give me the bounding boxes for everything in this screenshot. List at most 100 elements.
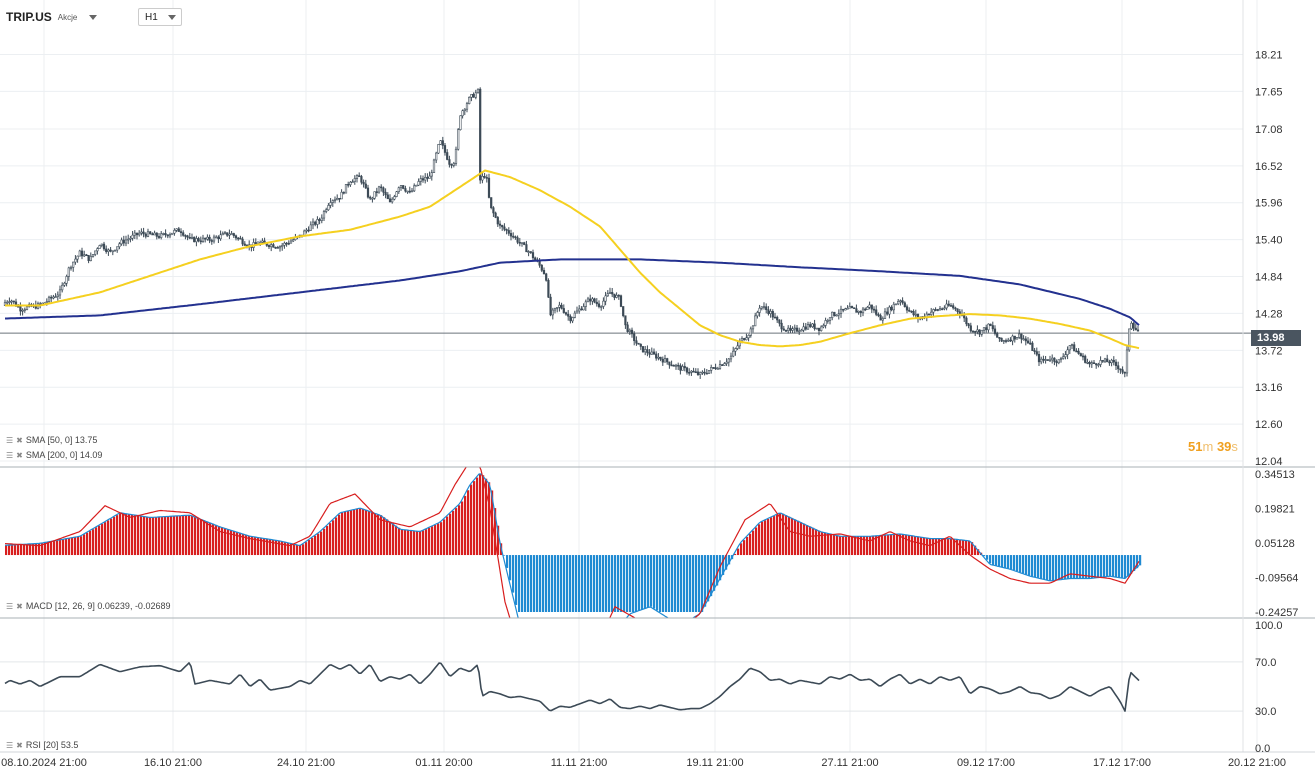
macd-bar <box>119 513 122 556</box>
chevron-down-icon[interactable] <box>168 15 176 20</box>
candle-body <box>362 181 365 185</box>
candle-body <box>991 325 994 330</box>
settings-icon[interactable]: ☰ <box>6 740 14 750</box>
macd-bar <box>1103 555 1106 577</box>
candle <box>824 317 827 329</box>
macd-bar <box>113 516 116 556</box>
candle <box>877 312 880 318</box>
candle-body <box>417 181 420 186</box>
settings-icon[interactable]: ☰ <box>6 450 14 460</box>
candle <box>1086 358 1089 365</box>
candle <box>1088 360 1091 368</box>
symbol-name[interactable]: TRIP.US <box>6 10 52 24</box>
candle <box>50 295 53 303</box>
close-icon[interactable]: ✖ <box>16 435 23 445</box>
macd-bar <box>563 555 566 612</box>
candle-body <box>507 230 510 234</box>
signal-line <box>4 467 1140 618</box>
candle <box>641 346 645 353</box>
close-icon[interactable]: ✖ <box>16 450 23 460</box>
macd-bar <box>608 555 611 612</box>
candle-body <box>1110 359 1113 364</box>
candle-body <box>470 94 473 98</box>
candle <box>210 238 213 245</box>
candle <box>129 235 132 243</box>
candle <box>223 231 227 235</box>
macd-bar <box>257 537 260 556</box>
candle <box>622 306 625 318</box>
candle <box>690 370 693 376</box>
candle <box>628 328 631 335</box>
pane-separators <box>0 0 1315 753</box>
candle-body <box>692 370 695 373</box>
candle <box>274 246 277 249</box>
settings-icon[interactable]: ☰ <box>6 601 14 611</box>
candle-body <box>831 311 834 318</box>
candle <box>597 300 601 309</box>
candle <box>505 228 508 235</box>
candle <box>771 309 774 321</box>
macd-bar <box>1133 555 1136 572</box>
candle-body <box>162 233 165 235</box>
macd-bar <box>14 544 17 556</box>
candle <box>903 301 906 308</box>
symbol-dropdown-icon[interactable] <box>89 14 98 20</box>
candle-body <box>1040 358 1043 363</box>
candle <box>468 96 471 105</box>
candle <box>384 188 387 199</box>
macd-bar <box>635 555 638 612</box>
candle <box>327 203 330 211</box>
macd-bar <box>1022 555 1025 574</box>
candle <box>212 234 216 244</box>
candle <box>589 294 592 306</box>
candle <box>910 310 913 314</box>
settings-icon[interactable]: ☰ <box>6 435 14 445</box>
candle-body <box>498 223 502 226</box>
candle <box>450 163 453 169</box>
candle-body <box>721 364 724 366</box>
candle <box>894 303 898 306</box>
candle <box>604 291 607 306</box>
macd-bar <box>1124 555 1127 579</box>
macd-bar <box>41 543 44 556</box>
candle <box>318 217 321 225</box>
candle <box>366 184 370 199</box>
candle <box>195 235 198 247</box>
macd-bar <box>215 524 218 556</box>
candle-body <box>597 303 601 308</box>
candle-body <box>547 280 550 298</box>
close-icon[interactable]: ✖ <box>16 601 23 611</box>
candle <box>804 322 807 331</box>
candle-body <box>1013 335 1016 340</box>
candle-body <box>195 238 198 243</box>
candle <box>859 310 862 318</box>
macd-bar <box>584 555 587 612</box>
macd-bar <box>302 544 305 556</box>
candle <box>716 366 719 370</box>
candle <box>949 303 953 307</box>
candle-body <box>518 241 521 244</box>
close-icon[interactable]: ✖ <box>16 740 23 750</box>
candle-body <box>688 371 691 374</box>
candle <box>914 309 917 319</box>
candle <box>1070 343 1074 350</box>
macd-bar <box>416 531 419 556</box>
macd-bar <box>593 555 596 612</box>
macd-bar <box>728 555 731 565</box>
timeframe-select[interactable]: H1 <box>138 8 182 26</box>
candle-body <box>1073 344 1076 352</box>
candle-body <box>879 315 882 321</box>
candle-body <box>954 307 957 310</box>
candle-body <box>8 301 11 303</box>
macd-bar <box>920 537 923 556</box>
candle <box>413 183 416 193</box>
candle-body <box>571 317 574 322</box>
macd-bar <box>866 536 869 556</box>
price-tick-label: 13.16 <box>1255 382 1283 394</box>
macd-bar <box>923 537 926 556</box>
macd-bar <box>1064 555 1067 580</box>
candle-body <box>241 238 244 245</box>
price-tick-label: 12.04 <box>1255 456 1283 468</box>
candle-body <box>1011 335 1014 342</box>
